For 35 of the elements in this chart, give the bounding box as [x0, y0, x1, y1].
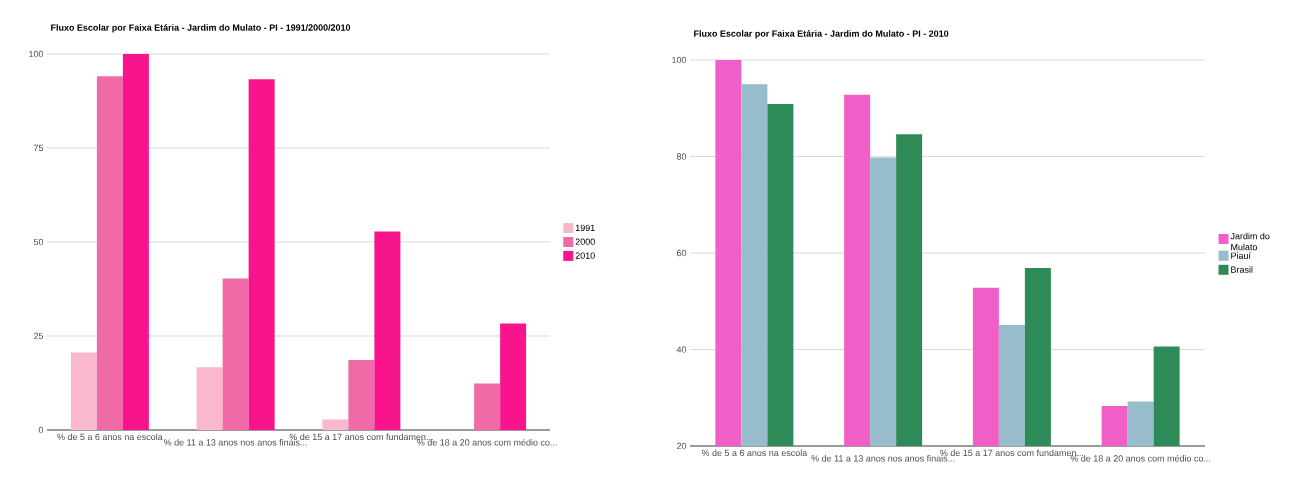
- x-tick-label: % de 5 a 6 anos na escola: [701, 449, 808, 457]
- bar: [96, 76, 123, 430]
- x-tick-label: % de 15 a 17 anos com fundamen...: [940, 449, 1084, 457]
- chart-title: Fluxo Escolar por Faixa Etária - Jardim do Mulato - PI - 2010: [694, 30, 949, 39]
- y-tick-label: 80: [676, 153, 687, 160]
- y-tick-label: 75: [33, 144, 44, 152]
- legend-label: 2010: [575, 252, 595, 259]
- legend-label: Jardim do Mulato: [1230, 232, 1270, 251]
- bar: [248, 79, 275, 430]
- bar: [500, 323, 527, 430]
- y-tick-label: 40: [676, 346, 687, 353]
- bar: [70, 352, 97, 430]
- y-tick-label: 0: [38, 426, 44, 434]
- y-tick-label: 100: [29, 50, 44, 58]
- x-tick-label: % de 5 a 6 anos na escola: [57, 433, 163, 441]
- bar: [474, 383, 501, 430]
- bar: [196, 367, 223, 430]
- bar: [348, 360, 375, 430]
- legend-label: Brasil: [1231, 266, 1253, 273]
- x-tick-label: % de 11 a 13 anos nos anos finais...: [163, 439, 307, 446]
- chart-title: Fluxo Escolar por Faixa Etária - Jardim do Mulato - PI - 1991/2000/2010: [51, 24, 351, 33]
- legend-label: 2000: [575, 238, 595, 245]
- x-tick-label: % de 11 a 13 anos nos anos finais...: [811, 455, 955, 462]
- x-tick-label: % de 15 a 17 anos com fundamen...: [289, 433, 433, 441]
- legend-label: Piauí: [1231, 252, 1251, 259]
- y-tick-label: 60: [676, 249, 687, 257]
- y-tick-label: 100: [672, 56, 687, 64]
- y-tick-label: 25: [33, 332, 44, 340]
- y-tick-label: 50: [33, 238, 44, 246]
- bar: [122, 54, 149, 430]
- bar: [374, 231, 401, 430]
- bar: [222, 278, 249, 430]
- y-tick-label: 20: [676, 442, 687, 450]
- legend-label: 1991: [575, 224, 595, 231]
- bar: [322, 419, 349, 430]
